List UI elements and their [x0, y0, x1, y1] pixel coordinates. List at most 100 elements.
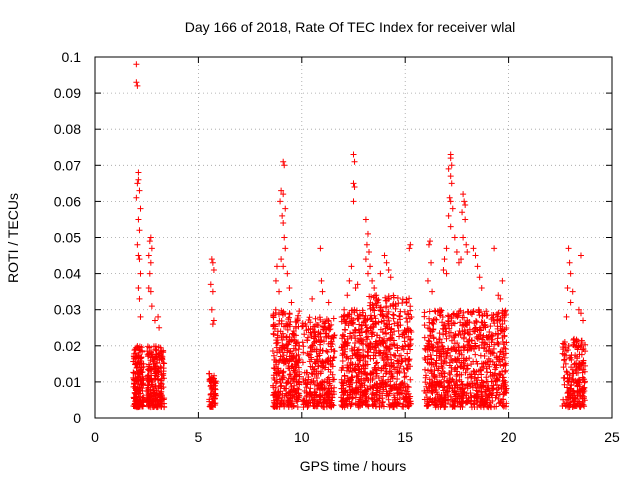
- data-point: [135, 352, 142, 359]
- data-point: [471, 328, 478, 335]
- data-point: [399, 343, 406, 350]
- data-point: [310, 366, 317, 373]
- data-point: [439, 319, 446, 326]
- data-point: [580, 317, 587, 324]
- data-point: [476, 274, 483, 281]
- data-point: [446, 369, 453, 376]
- data-point: [362, 216, 369, 223]
- data-point: [568, 376, 575, 383]
- data-point: [449, 404, 456, 411]
- data-point: [404, 350, 411, 357]
- data-point: [390, 315, 397, 322]
- data-point: [489, 378, 496, 385]
- data-point: [464, 319, 471, 326]
- data-point: [491, 320, 498, 327]
- data-point: [308, 333, 315, 340]
- data-point: [442, 397, 449, 404]
- data-point: [397, 363, 404, 370]
- x-tick-label: 10: [294, 429, 310, 445]
- data-point: [444, 312, 451, 319]
- data-point: [471, 320, 478, 327]
- data-point: [331, 354, 338, 361]
- data-point: [210, 317, 217, 324]
- data-point: [282, 205, 289, 212]
- data-point: [496, 317, 503, 324]
- data-point: [408, 313, 415, 320]
- data-point: [370, 324, 377, 331]
- data-point: [470, 367, 477, 374]
- data-point: [208, 256, 215, 263]
- data-point: [477, 402, 484, 409]
- data-point: [477, 352, 484, 359]
- data-point: [424, 398, 431, 405]
- data-point: [494, 316, 501, 323]
- data-point: [397, 352, 404, 359]
- data-point: [500, 374, 507, 381]
- data-point: [153, 388, 160, 395]
- data-point: [486, 328, 493, 335]
- data-point: [572, 352, 579, 359]
- data-point: [450, 403, 457, 410]
- data-point: [300, 349, 307, 356]
- data-point: [317, 245, 324, 252]
- data-point: [130, 374, 137, 381]
- data-point: [148, 245, 155, 252]
- data-point: [343, 379, 350, 386]
- data-point: [407, 307, 414, 314]
- data-point: [399, 358, 406, 365]
- data-point: [279, 372, 286, 379]
- data-point: [564, 369, 571, 376]
- data-point: [455, 343, 462, 350]
- data-point: [133, 376, 140, 383]
- data-point: [567, 299, 574, 306]
- data-point: [303, 389, 310, 396]
- data-point: [575, 378, 582, 385]
- data-point: [441, 383, 448, 390]
- data-point: [347, 364, 354, 371]
- data-point: [462, 202, 469, 209]
- data-point: [456, 393, 463, 400]
- data-point: [287, 388, 294, 395]
- data-point: [443, 245, 450, 252]
- data-point: [282, 245, 289, 252]
- data-point: [135, 216, 142, 223]
- data-point: [382, 343, 389, 350]
- data-point: [306, 358, 313, 365]
- data-point: [482, 340, 489, 347]
- data-point: [453, 377, 460, 384]
- data-point: [406, 295, 413, 302]
- data-point: [323, 400, 330, 407]
- data-point: [370, 384, 377, 391]
- data-point: [407, 342, 414, 349]
- data-point: [211, 382, 218, 389]
- data-point: [383, 353, 390, 360]
- data-point: [430, 361, 437, 368]
- data-point: [329, 394, 336, 401]
- data-point: [366, 302, 373, 309]
- data-point: [317, 380, 324, 387]
- data-point: [320, 363, 327, 370]
- data-point: [339, 335, 346, 342]
- data-point: [433, 339, 440, 346]
- data-point: [387, 274, 394, 281]
- data-point: [373, 360, 380, 367]
- data-point: [580, 345, 587, 352]
- data-point: [574, 355, 581, 362]
- data-point: [330, 391, 337, 398]
- data-point: [160, 349, 167, 356]
- data-point: [582, 341, 589, 348]
- data-point: [275, 370, 282, 377]
- data-point: [487, 323, 494, 330]
- data-point: [330, 332, 337, 339]
- data-point: [460, 191, 467, 198]
- data-point: [453, 248, 460, 255]
- data-point: [299, 339, 306, 346]
- data-point: [347, 381, 354, 388]
- data-point: [280, 220, 287, 227]
- data-point: [569, 288, 576, 295]
- data-point: [428, 356, 435, 363]
- data-point: [382, 370, 389, 377]
- data-point: [329, 357, 336, 364]
- data-point: [432, 400, 439, 407]
- data-point: [368, 395, 375, 402]
